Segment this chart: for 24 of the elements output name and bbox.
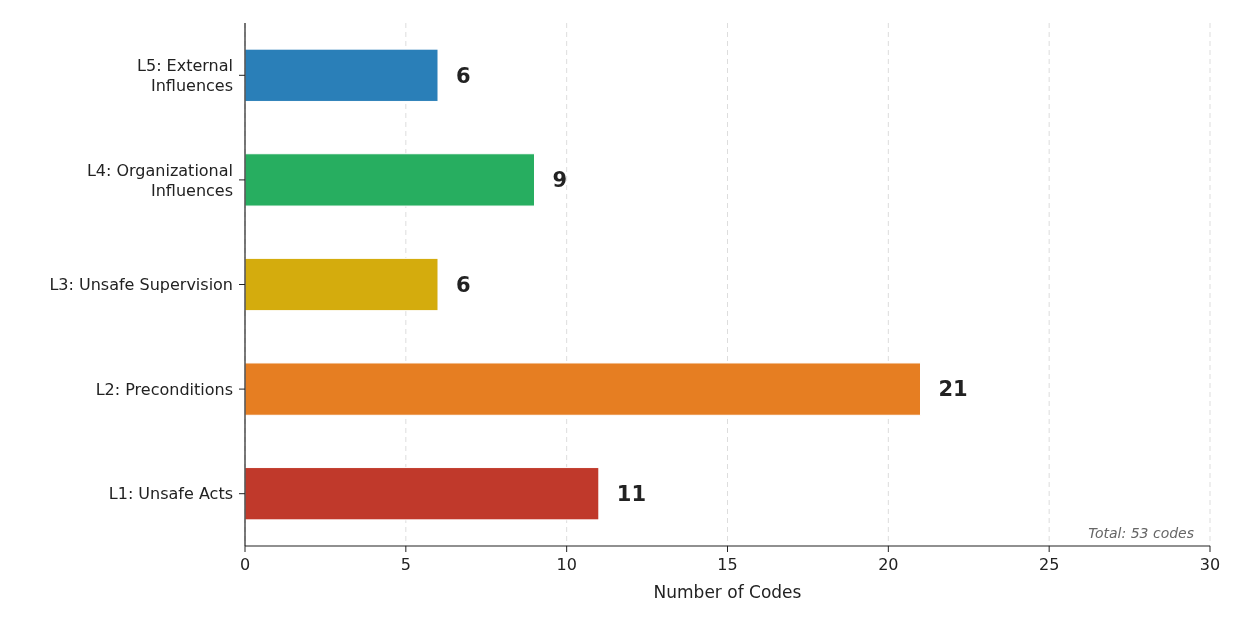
data-label: 9: [552, 168, 568, 193]
x-tick-label: 20: [878, 555, 899, 574]
y-tick-label: L3: Unsafe Supervision: [49, 275, 233, 295]
x-tick-label: 0: [239, 555, 251, 574]
x-tick-label: 10: [556, 555, 577, 574]
data-label: 6: [456, 272, 471, 297]
bar: [244, 257, 439, 312]
bar: [244, 48, 439, 102]
x-tick-label: 25: [1038, 555, 1060, 574]
bar: [244, 467, 600, 521]
data-label: 11: [616, 482, 647, 507]
y-tick-label: L4: Organizational Influences: [86, 160, 233, 200]
annotation: Total: 53 codes: [1088, 525, 1194, 541]
x-tick-label: 15: [717, 555, 738, 574]
x-tick-label: 5: [400, 555, 411, 574]
y-tick-label: L2: Preconditions: [95, 379, 233, 399]
x-axis-title: Number of Codes: [653, 582, 802, 602]
y-tick-label: L1: Unsafe Acts: [108, 484, 233, 504]
data-label: 6: [456, 63, 471, 88]
bar: [244, 362, 921, 416]
bar: [244, 153, 535, 207]
y-tick-label: L5: External Influences: [137, 55, 233, 95]
data-label: 21: [938, 377, 968, 402]
x-tick-label: 30: [1199, 555, 1221, 574]
